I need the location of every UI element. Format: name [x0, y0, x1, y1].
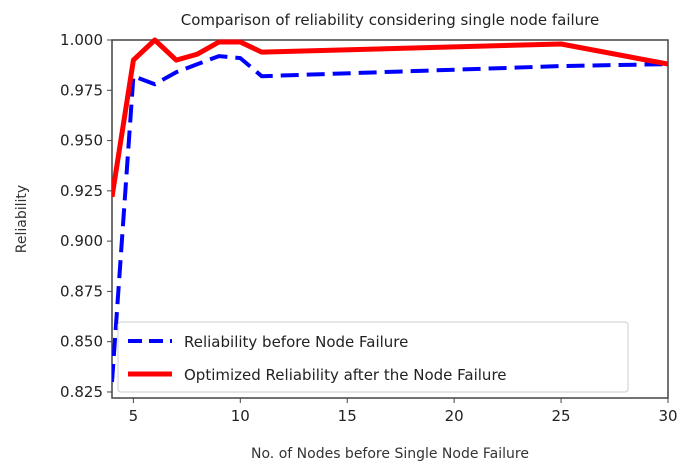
- series-line-1: [112, 37, 668, 198]
- y-tick-label: 0.850: [60, 333, 103, 351]
- y-tick-label: 0.825: [60, 383, 103, 401]
- y-tick-label: 0.900: [60, 232, 103, 250]
- y-tick-label: 0.975: [60, 81, 103, 99]
- x-tick-label: 15: [338, 407, 357, 425]
- y-tick-label: 0.875: [60, 282, 103, 300]
- axis-ticks: 5 10 15 20 25 30 0.825 0.850 0.875 0.900 0.925 0.95…: [60, 31, 678, 425]
- x-tick-label: 20: [445, 407, 464, 425]
- y-tick-label: 0.950: [60, 132, 103, 150]
- x-tick-label: 5: [129, 407, 139, 425]
- series-line-0: [112, 54, 668, 383]
- x-tick-label: 10: [231, 407, 250, 425]
- y-axis-label: Reliability: [14, 185, 30, 253]
- legend-label-after: Optimized Reliability after the Node Fai…: [184, 366, 507, 384]
- y-tick-label: 0.925: [60, 182, 103, 200]
- x-axis-label: No. of Nodes before Single Node Failure: [251, 446, 529, 462]
- x-tick-label: 30: [658, 407, 677, 425]
- y-tick-label: 1.000: [60, 31, 103, 49]
- chart-title: Comparison of reliability considering si…: [181, 11, 600, 29]
- series-layer: [112, 37, 668, 383]
- legend-box: [117, 321, 629, 393]
- legend: Reliability before Node Failure Optimize…: [117, 321, 629, 393]
- x-tick-label: 25: [552, 407, 571, 425]
- legend-label-before: Reliability before Node Failure: [184, 333, 408, 351]
